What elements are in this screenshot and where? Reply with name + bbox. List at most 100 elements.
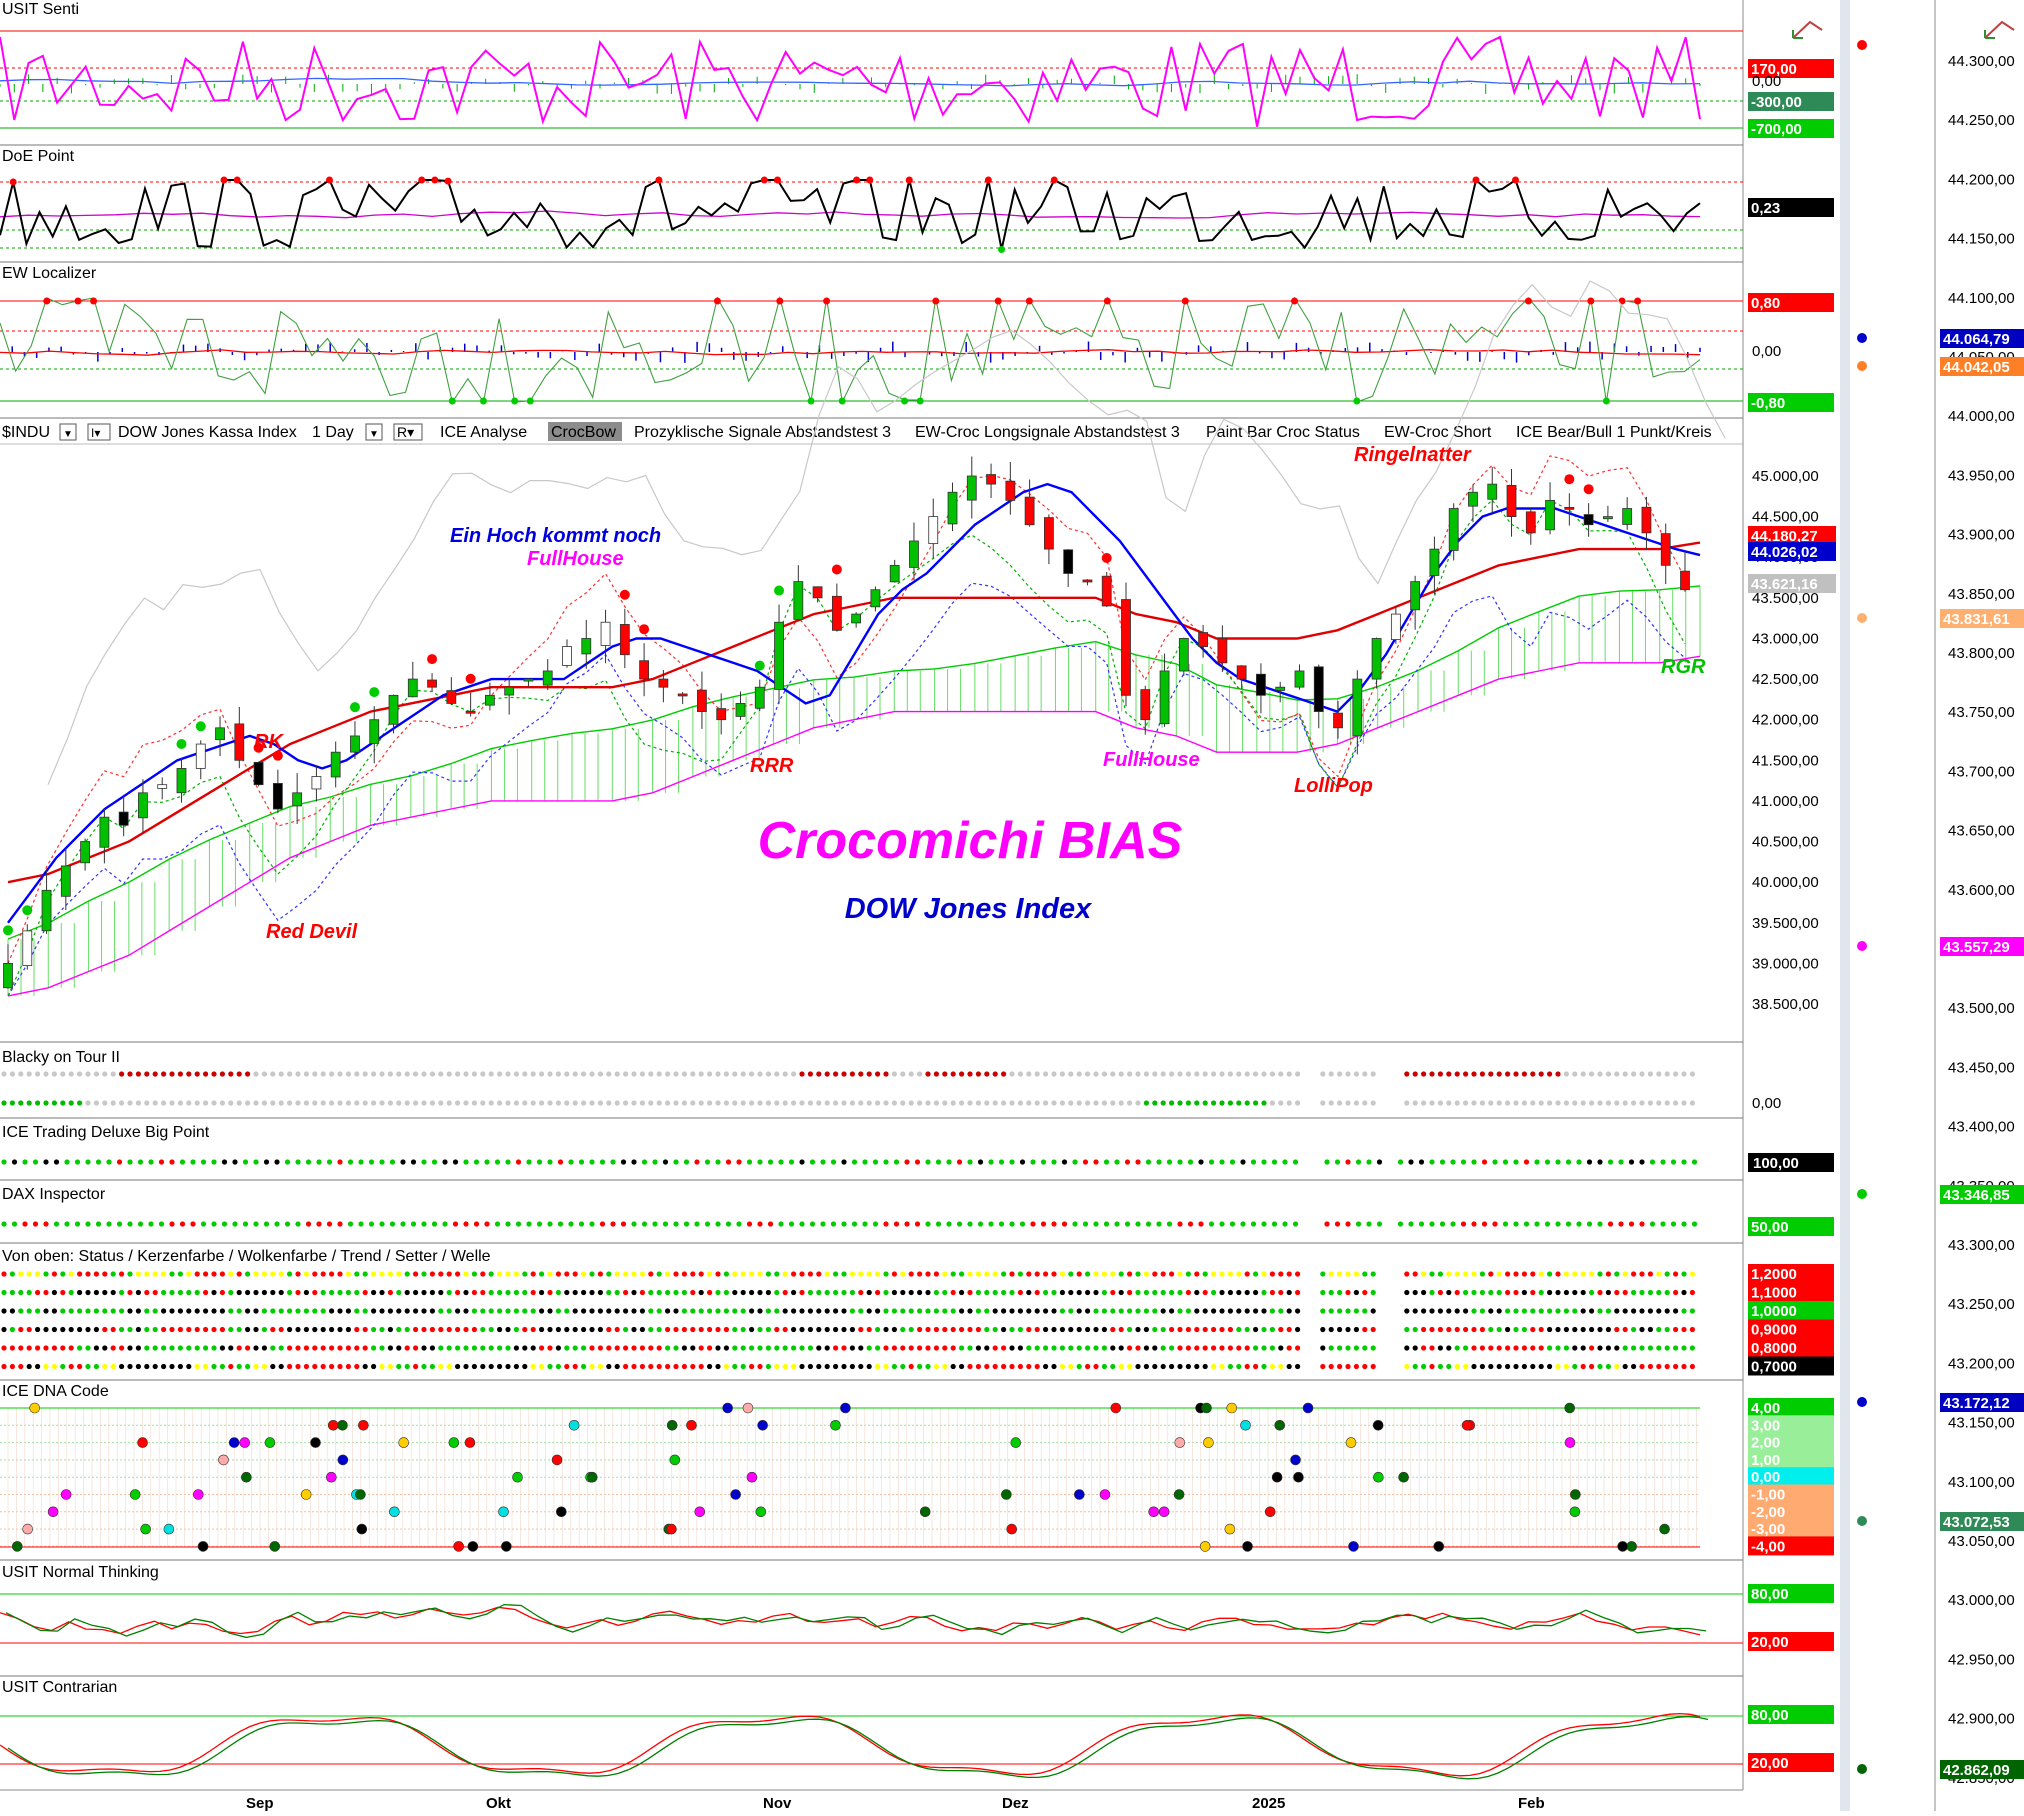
dna-dot (551, 1454, 563, 1466)
blacky-top-dot (110, 1071, 116, 1077)
status-dot (337, 1271, 343, 1277)
status-dot (1429, 1308, 1435, 1314)
status-dot (1547, 1345, 1553, 1351)
status-dot (933, 1308, 940, 1314)
dna-dot (1148, 1506, 1159, 1518)
status-dot (152, 1271, 158, 1277)
blacky-top-dot (833, 1071, 839, 1077)
blacky-bottom-dot (177, 1100, 183, 1106)
status-dot (1555, 1345, 1561, 1351)
status-dot (530, 1326, 536, 1333)
status-dot (749, 1326, 755, 1333)
blacky-top-dot (1572, 1071, 1578, 1077)
status-dot (1286, 1326, 1292, 1333)
blacky-bottom-dot (51, 1100, 58, 1106)
dna-dot (129, 1489, 141, 1500)
dax-inspector-dot (788, 1221, 795, 1227)
status-dot (816, 1271, 822, 1277)
big-point-dot (242, 1159, 249, 1165)
status-dot (883, 1289, 889, 1296)
status-dot (219, 1271, 225, 1277)
dax-inspector-dot (421, 1221, 427, 1227)
status-dot (1572, 1271, 1578, 1277)
status-dot (43, 1345, 49, 1351)
big-point-dot (641, 1159, 648, 1165)
status-dot (1689, 1363, 1695, 1370)
status-dot (933, 1363, 940, 1370)
far-axis-tick: 43.150,00 (1948, 1415, 2015, 1432)
status-dot (1614, 1289, 1620, 1296)
status-row-tag: 0,8000 (1751, 1340, 1797, 1357)
candle-body (774, 621, 784, 690)
status-dot (1479, 1271, 1485, 1277)
status-dot (1093, 1345, 1099, 1351)
r-dropdown-button[interactable] (393, 423, 423, 441)
trend-arrows-icon[interactable] (1984, 20, 2015, 39)
status-dot (908, 1363, 914, 1370)
study-ice-bearbull[interactable]: ICE Bear/Bull 1 Punkt/Kreis (1516, 424, 1712, 441)
blacky-top-dot (765, 1071, 772, 1077)
blacky-bottom-dot (1505, 1100, 1511, 1106)
study-ew-croc-short[interactable]: EW-Croc Short (1384, 424, 1492, 441)
study-ice-analyse[interactable]: ICE Analyse (440, 424, 527, 441)
study-prozyklisch[interactable]: Prozyklische Signale Abstandstest 3 (634, 424, 891, 441)
dax-inspector-dot (1429, 1221, 1435, 1227)
blacky-top-dot (60, 1071, 66, 1077)
candle-body (388, 694, 399, 725)
blacky-top-dot (303, 1071, 309, 1077)
status-dot (1135, 1289, 1141, 1296)
status-dot (1185, 1363, 1191, 1370)
status-dot (984, 1271, 990, 1277)
status-dot (1261, 1326, 1267, 1333)
candle-body (562, 646, 572, 666)
status-dot (1513, 1289, 1519, 1296)
status-dot (194, 1345, 200, 1351)
vertical-scrollbar[interactable] (1840, 0, 1850, 1811)
status-dot (749, 1308, 755, 1314)
big-point-dot (305, 1159, 312, 1165)
status-dot (312, 1308, 318, 1314)
status-dot (119, 1345, 125, 1351)
status-dot (203, 1345, 209, 1351)
status-dot (85, 1271, 91, 1277)
big-point-dot (1345, 1159, 1351, 1165)
status-dot (1244, 1308, 1250, 1314)
status-dot (824, 1271, 830, 1277)
status-dot (1185, 1289, 1191, 1296)
status-dot (110, 1308, 116, 1314)
signal-dot (369, 687, 380, 698)
doe-high-dot (418, 176, 426, 184)
study-paint-bar[interactable]: Paint Bar Croc Status (1206, 424, 1360, 441)
dna-dot (512, 1471, 523, 1483)
ew-tag-0: 0,00 (1752, 343, 1781, 360)
doe-high-dot (220, 176, 228, 184)
candle-body (138, 792, 148, 819)
ew-high-dot (90, 297, 98, 305)
study-crocbow[interactable]: CrocBow (551, 424, 616, 441)
x-label-dez: Dez (1002, 1795, 1029, 1811)
status-dot (1362, 1345, 1368, 1351)
status-dot (60, 1308, 66, 1314)
big-point-dot (410, 1159, 417, 1165)
status-dot (925, 1271, 931, 1277)
candle-body (754, 686, 765, 709)
interval-menu-button[interactable] (87, 423, 111, 441)
status-dot (572, 1308, 578, 1314)
status-dot (1437, 1308, 1443, 1314)
status-dot (1580, 1308, 1586, 1314)
blacky-top-dot (93, 1071, 99, 1077)
interval-dropdown[interactable] (365, 423, 383, 441)
status-dot (102, 1308, 108, 1314)
status-dot (1505, 1308, 1511, 1314)
trend-arrows-icon[interactable] (1792, 20, 1823, 39)
symbol-dropdown[interactable] (59, 423, 77, 441)
ew-high-dot (994, 297, 1002, 305)
ew-high-dot (1634, 297, 1642, 305)
study-ew-croc-long[interactable]: EW-Croc Longsignale Abstandstest 3 (915, 424, 1180, 441)
status-dot (1059, 1345, 1065, 1351)
status-dot (1505, 1289, 1511, 1296)
status-dot (858, 1289, 864, 1296)
status-dot (144, 1345, 150, 1351)
status-dot (1664, 1363, 1670, 1370)
